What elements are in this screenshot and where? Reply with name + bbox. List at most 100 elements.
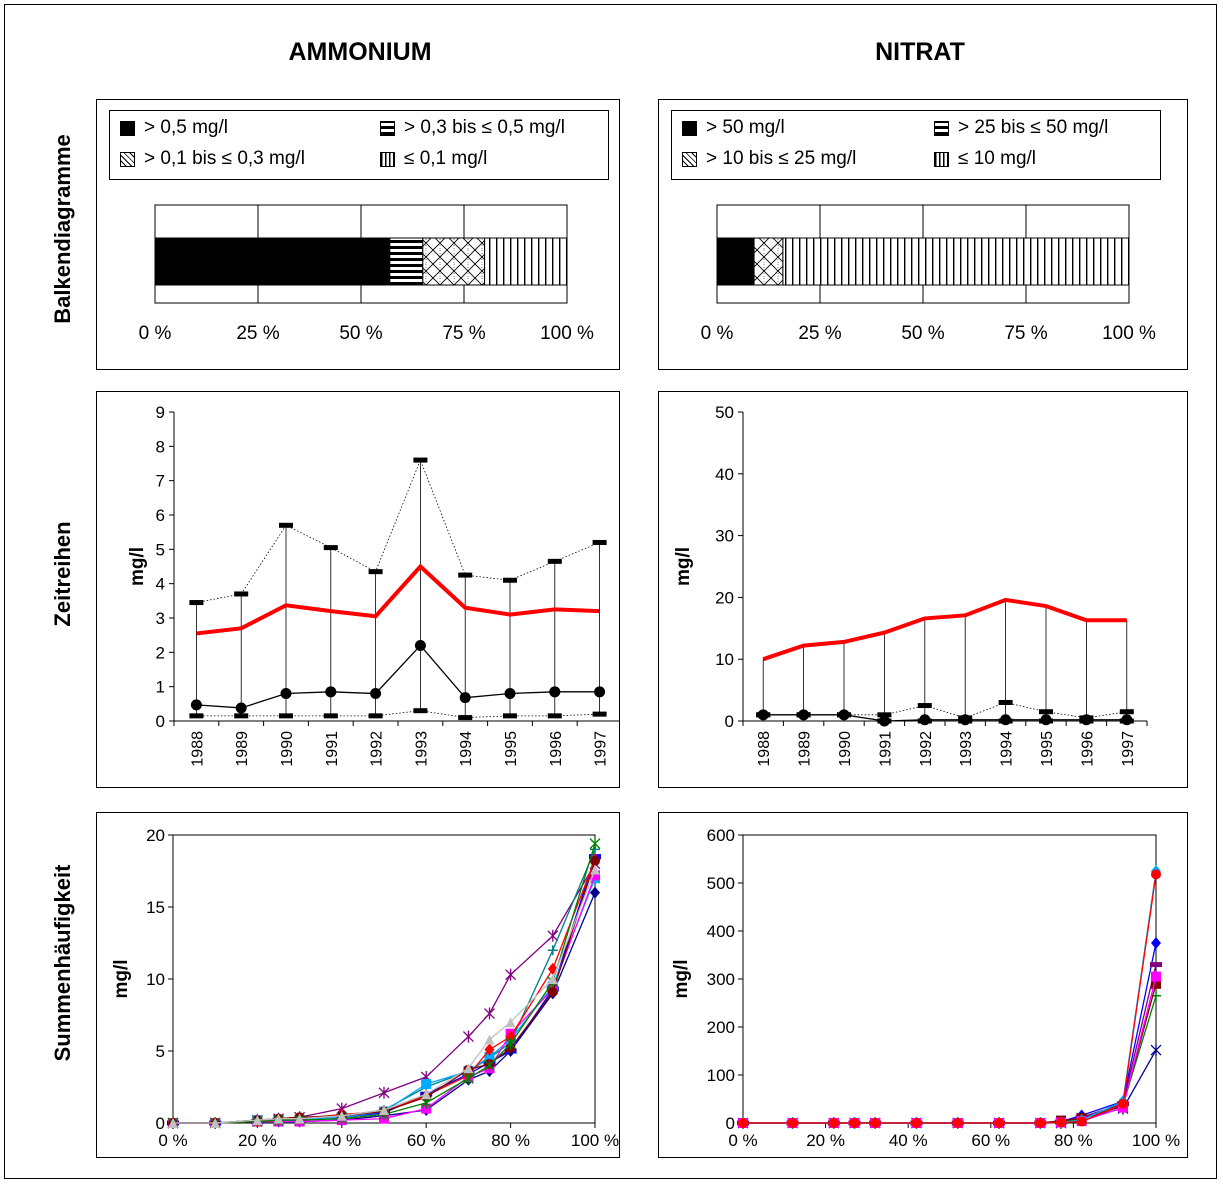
median-marker bbox=[878, 715, 890, 727]
data-point bbox=[1151, 869, 1161, 880]
max-marker bbox=[503, 577, 517, 583]
data-point bbox=[484, 1034, 495, 1045]
plot-area bbox=[742, 834, 1157, 1124]
mean-line bbox=[762, 597, 1127, 662]
nitrat-bar-chart: 0 % 25 % 50 % 75 % 100 % bbox=[701, 204, 1156, 344]
ammonium-legend: > 0,5 mg/l > 0,3 bis ≤ 0,5 mg/l > 0,1 bi… bbox=[109, 110, 609, 180]
data-point bbox=[273, 1113, 284, 1124]
data-point bbox=[463, 1063, 474, 1074]
nitrat-cumulative-panel: 0 100 200 300 400 500 600 0 % 20 % 40 % 60 % 80 % 10… bbox=[658, 812, 1188, 1158]
y-tick-label: 0 bbox=[725, 712, 734, 731]
legend-label: > 25 bis ≤ 50 mg/l bbox=[958, 117, 1109, 138]
x-tick-label: 1988 bbox=[756, 731, 773, 767]
bar-segment bbox=[422, 237, 486, 286]
y-axis-label: mg/l bbox=[673, 547, 694, 586]
max-marker bbox=[458, 572, 473, 578]
upper-marker bbox=[1119, 709, 1134, 715]
y-tick-label: 5 bbox=[156, 1042, 165, 1061]
data-point bbox=[870, 1118, 881, 1128]
legend-item: > 10 bis ≤ 25 mg/l bbox=[682, 148, 856, 170]
min-line bbox=[196, 710, 600, 718]
legend-swatch-vertical bbox=[380, 151, 395, 167]
ammonium-bar-panel: > 0,5 mg/l > 0,3 bis ≤ 0,5 mg/l > 0,1 bi… bbox=[96, 99, 620, 370]
data-point bbox=[505, 968, 517, 981]
legend-label: ≤ 0,1 mg/l bbox=[404, 148, 488, 169]
x-tick-label: 1992 bbox=[918, 731, 935, 767]
y-tick-label: 20 bbox=[146, 826, 165, 845]
ammonium-cumulative-chart: 0 5 10 15 20 0 % 20 % 40 % 60 % 80 % 100 % mg/l bbox=[111, 826, 619, 1150]
bar-segment bbox=[389, 237, 424, 286]
data-point bbox=[1151, 978, 1161, 989]
x-tick-label: 1989 bbox=[234, 731, 251, 767]
max-marker bbox=[279, 522, 293, 528]
max-marker bbox=[413, 457, 428, 463]
min-marker bbox=[279, 713, 293, 719]
y-tick-label: 400 bbox=[707, 922, 735, 941]
x-tick-label: 1994 bbox=[458, 731, 475, 767]
median-line bbox=[196, 644, 600, 709]
legend-item: ≤ 0,1 mg/l bbox=[380, 148, 487, 170]
x-tick-label: 1994 bbox=[999, 731, 1016, 767]
legend-item: ≤ 10 mg/l bbox=[934, 148, 1036, 170]
y-tick-label: 3 bbox=[156, 609, 165, 628]
min-marker bbox=[413, 708, 428, 714]
x-tick-label: 1988 bbox=[189, 731, 206, 767]
x-tick-label: 20 % bbox=[238, 1131, 277, 1150]
x-tick-label: 60 % bbox=[971, 1131, 1010, 1150]
x-tick-label: 0 % bbox=[701, 323, 734, 344]
data-point bbox=[589, 837, 601, 850]
bar-segment bbox=[484, 237, 568, 286]
x-tick-label: 1997 bbox=[1120, 731, 1137, 767]
max-marker bbox=[323, 545, 338, 551]
median-marker bbox=[370, 688, 382, 700]
y-tick-label: 2 bbox=[156, 643, 165, 662]
median-marker bbox=[504, 688, 516, 700]
x-tick-label: 50 % bbox=[901, 323, 944, 344]
min-marker bbox=[458, 715, 473, 721]
x-tick-label: 1996 bbox=[1079, 731, 1096, 767]
data-point bbox=[828, 1118, 839, 1128]
legend-swatch-solid bbox=[682, 120, 697, 136]
x-tick-label: 1991 bbox=[324, 731, 341, 767]
x-tick-label: 75 % bbox=[442, 323, 485, 344]
min-marker bbox=[323, 713, 338, 719]
data-point bbox=[379, 1105, 389, 1116]
median-line bbox=[763, 714, 1127, 722]
y-tick-label: 5 bbox=[156, 540, 165, 559]
x-tick-label: 75 % bbox=[1004, 323, 1047, 344]
y-tick-label: 0 bbox=[726, 1114, 735, 1133]
max-marker bbox=[592, 539, 607, 545]
data-point bbox=[590, 864, 600, 875]
y-tick-label: 15 bbox=[146, 898, 165, 917]
median-marker bbox=[190, 699, 202, 711]
legend-item: > 0,1 bis ≤ 0,3 mg/l bbox=[120, 148, 305, 170]
x-tick-label: 1996 bbox=[548, 731, 565, 767]
y-tick-label: 6 bbox=[156, 506, 165, 525]
y-tick-label: 300 bbox=[707, 970, 735, 989]
y-tick-label: 20 bbox=[715, 588, 734, 607]
y-tick-label: 10 bbox=[715, 650, 734, 669]
y-tick-label: 8 bbox=[156, 437, 165, 456]
data-point bbox=[1150, 1044, 1162, 1057]
max-marker bbox=[547, 558, 562, 564]
data-point bbox=[1035, 1118, 1046, 1128]
median-marker bbox=[1080, 714, 1092, 726]
data-point bbox=[210, 1118, 221, 1128]
x-tick-label: 100 % bbox=[571, 1131, 619, 1150]
y-tick-label: 200 bbox=[707, 1018, 735, 1037]
figure-frame bbox=[4, 4, 1217, 1179]
plot-area bbox=[172, 834, 596, 1124]
min-marker bbox=[234, 713, 249, 719]
x-tick-label: 1992 bbox=[369, 731, 386, 767]
upper-line bbox=[763, 702, 1127, 719]
y-axis-label: mg/l bbox=[127, 547, 148, 586]
y-tick-label: 100 bbox=[707, 1066, 735, 1085]
data-point bbox=[252, 1115, 263, 1126]
x-tick-label: 100 % bbox=[1132, 1131, 1180, 1150]
upper-marker bbox=[998, 699, 1013, 705]
mean-line bbox=[196, 563, 600, 636]
x-tick-label: 1990 bbox=[279, 731, 296, 767]
data-point bbox=[294, 1113, 305, 1124]
legend-label: > 0,3 bis ≤ 0,5 mg/l bbox=[404, 117, 565, 138]
x-tick-label: 0 % bbox=[158, 1131, 187, 1150]
